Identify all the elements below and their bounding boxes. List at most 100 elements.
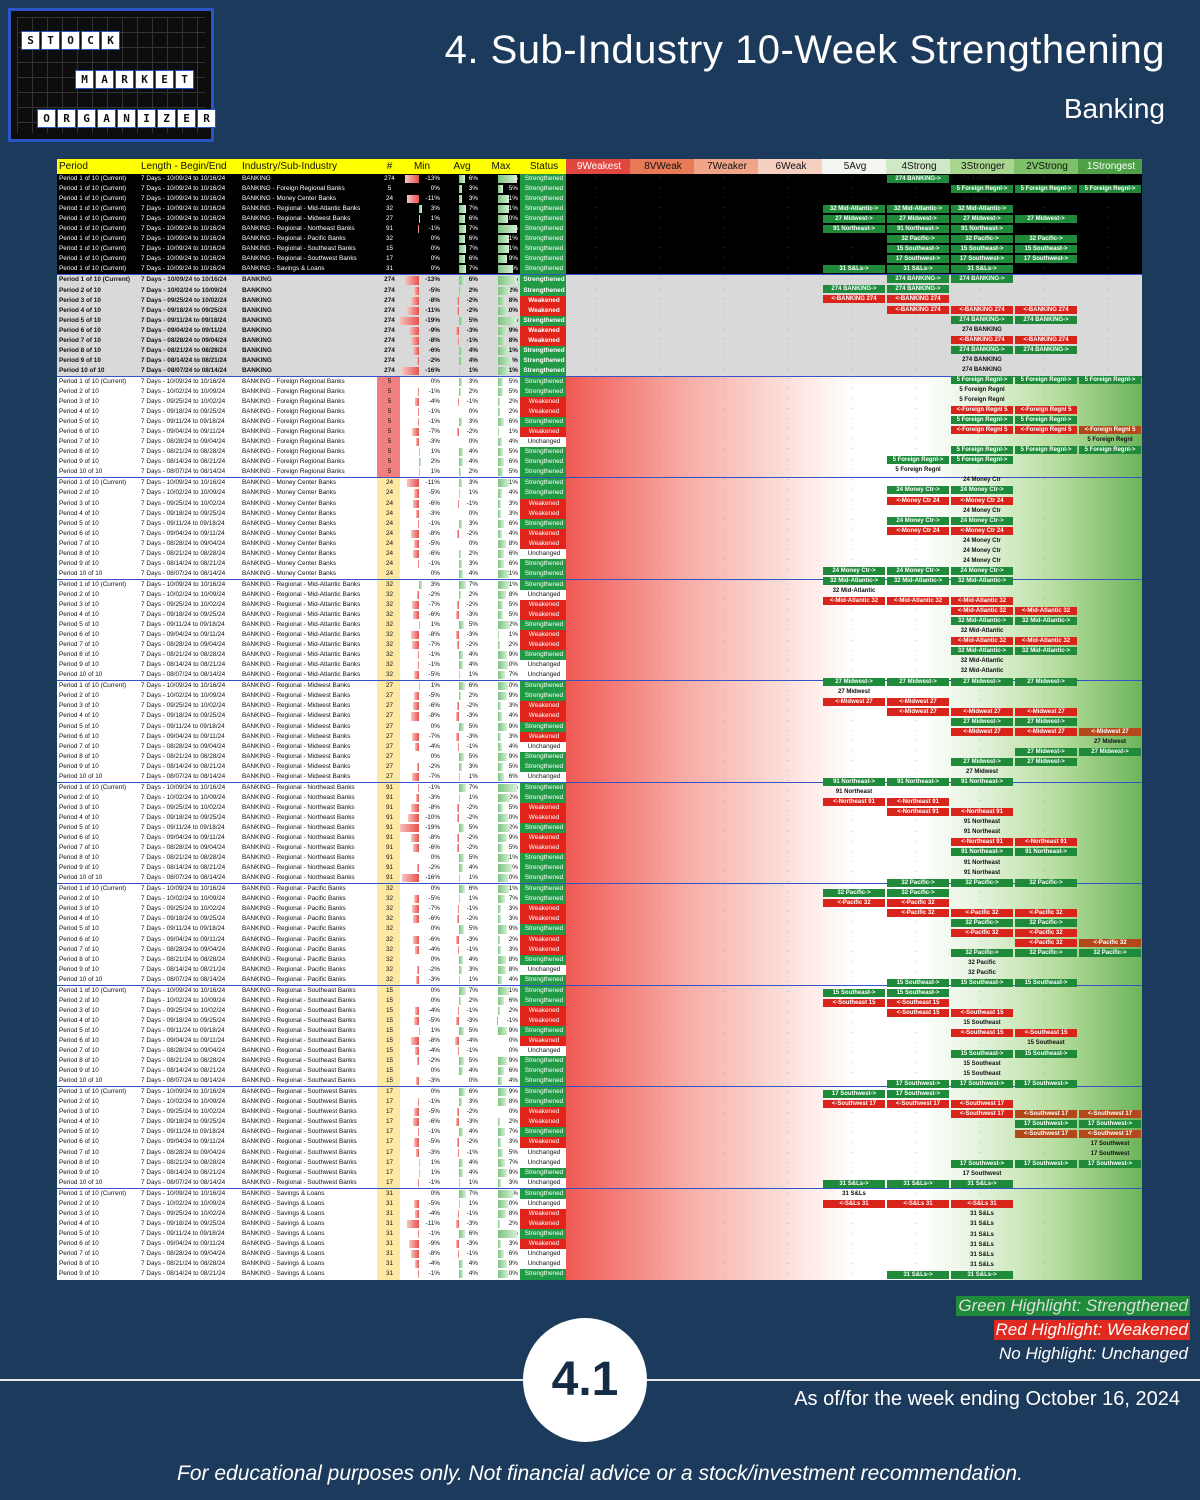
cell-status: Strengthened bbox=[520, 1056, 566, 1067]
bucket-label: <-Mid-Atlantic 32 bbox=[887, 597, 949, 606]
placeholder-dot: . bbox=[596, 234, 598, 241]
bucket-label: 5 Foreign Regnl-> bbox=[951, 456, 1013, 465]
placeholder-dot: . bbox=[916, 716, 918, 723]
cell-avg: -1% bbox=[458, 1249, 478, 1259]
bucket-label: 24 Money Ctr-> bbox=[951, 516, 1013, 525]
placeholder-dot: . bbox=[1044, 586, 1046, 593]
placeholder-dot: . bbox=[724, 1038, 726, 1045]
cell-min: -10% bbox=[400, 813, 442, 823]
cell-period: Period 9 of 10 bbox=[59, 864, 99, 872]
cell-max: 10% bbox=[480, 681, 520, 691]
placeholder-dot: . bbox=[1044, 696, 1046, 703]
databar bbox=[414, 945, 419, 954]
databar bbox=[456, 1239, 460, 1248]
databar bbox=[413, 286, 419, 295]
cell-status: Strengthened bbox=[520, 386, 566, 398]
table-row: Period 1 of 10 (Current) 7 Days - 10/09/2… bbox=[57, 224, 1142, 235]
placeholder-dot: . bbox=[660, 1038, 662, 1045]
table-row: Period 4 of 10 7 Days - 09/18/24 to 09/25… bbox=[57, 1218, 1142, 1229]
placeholder-dot: . bbox=[660, 1078, 662, 1085]
cell-period: Period 9 of 10 bbox=[59, 1168, 99, 1176]
databar bbox=[457, 844, 460, 853]
placeholder-dot: . bbox=[724, 425, 726, 432]
databar bbox=[413, 1108, 419, 1117]
databar bbox=[498, 387, 503, 397]
placeholder-dot: . bbox=[724, 334, 726, 341]
placeholder-dot: . bbox=[788, 1008, 790, 1015]
placeholder-dot: . bbox=[1108, 294, 1110, 301]
cell-count: 32 bbox=[377, 964, 400, 975]
cell-industry: BANKING - Regional - Southwest Banks bbox=[242, 1108, 357, 1116]
cell-avg: 2% bbox=[442, 691, 480, 701]
databar bbox=[456, 1016, 460, 1025]
placeholder-dot: . bbox=[788, 405, 790, 412]
placeholder-dot: . bbox=[660, 465, 662, 472]
cell-length: 7 Days - 10/02/24 to 10/09/24 bbox=[141, 996, 226, 1004]
bucket-label: 91 Northeast bbox=[963, 859, 1001, 866]
cell-min: 0% bbox=[430, 1088, 440, 1096]
databar bbox=[459, 346, 463, 355]
cell-status: Unchanged bbox=[527, 1148, 561, 1156]
placeholder-dot: . bbox=[980, 827, 982, 834]
placeholder-dot: . bbox=[1044, 867, 1046, 874]
placeholder-dot: . bbox=[1044, 1199, 1046, 1206]
databar bbox=[459, 377, 462, 386]
cell-status: Strengthened bbox=[520, 345, 566, 356]
cell-min: 0% bbox=[430, 245, 440, 253]
table-row: Period 3 of 10 7 Days - 09/25/24 to 10/02… bbox=[57, 295, 1142, 306]
placeholder-dot: . bbox=[660, 194, 662, 201]
cell-min: -4% bbox=[400, 1259, 442, 1269]
cell-industry: BANKING - Regional - Northeast Banks bbox=[242, 844, 355, 852]
databar bbox=[459, 772, 461, 781]
placeholder-dot: . bbox=[596, 455, 598, 462]
cell-industry: BANKING - Regional - Northeast Banks bbox=[242, 803, 355, 811]
table-row: Period 1 of 10 (Current) 7 Days - 10/09/2… bbox=[57, 204, 1142, 215]
bucket-label: 27 Midwest bbox=[1093, 738, 1126, 745]
logo-letter: R bbox=[57, 109, 76, 128]
cell-count: 24 bbox=[377, 478, 400, 489]
cell-industry: BANKING - Regional - Southwest Banks bbox=[242, 1148, 357, 1156]
placeholder-dot: . bbox=[724, 787, 726, 794]
cell-avg: -4% bbox=[442, 1036, 480, 1046]
databar bbox=[498, 286, 510, 295]
databar bbox=[498, 1189, 513, 1198]
databar bbox=[498, 1260, 507, 1269]
cell-min: -1% bbox=[400, 1229, 442, 1239]
bucket-label: 32 Mid-Atlantic-> bbox=[1015, 647, 1077, 656]
cell-max: 5% bbox=[480, 762, 520, 772]
placeholder-dot: . bbox=[724, 1199, 726, 1206]
placeholder-dot: . bbox=[788, 234, 790, 241]
table-row: Period 4 of 10 7 Days - 09/18/24 to 09/25… bbox=[57, 914, 1142, 925]
cell-status: Unchanged bbox=[527, 1199, 561, 1207]
cell-status: Strengthened bbox=[520, 751, 566, 762]
table-row: Period 1 of 10 (Current) 7 Days - 10/09/2… bbox=[57, 254, 1142, 265]
cell-avg: -2% bbox=[442, 306, 480, 316]
placeholder-dot: . bbox=[916, 656, 918, 663]
placeholder-dot: . bbox=[1108, 616, 1110, 623]
bucket-label: <-Southwest 17 bbox=[823, 1099, 885, 1108]
placeholder-dot: . bbox=[788, 787, 790, 794]
placeholder-dot: . bbox=[660, 1008, 662, 1015]
table-row: Period 2 of 10 7 Days - 10/02/24 to 10/09… bbox=[57, 488, 1142, 499]
bucket-label: 32 Mid-Atlantic-> bbox=[951, 647, 1013, 656]
cell-min: -1% bbox=[400, 224, 442, 234]
bucket-label: 274 BANKING-> bbox=[887, 174, 949, 183]
databar bbox=[459, 489, 461, 498]
placeholder-dot: . bbox=[1108, 1229, 1110, 1236]
cell-length: 7 Days - 10/09/24 to 10/16/24 bbox=[141, 265, 226, 273]
bucket-label: 15 Southeast-> bbox=[887, 245, 949, 254]
logo-letter: A bbox=[97, 109, 116, 128]
databar bbox=[457, 1138, 460, 1147]
bucket-label: <-Money Ctr 24 bbox=[887, 496, 949, 505]
databar bbox=[416, 762, 419, 771]
databar bbox=[414, 1209, 419, 1218]
placeholder-dot: . bbox=[916, 314, 918, 321]
cell-max: 19% bbox=[480, 783, 520, 793]
placeholder-dot: . bbox=[852, 324, 854, 331]
databar bbox=[498, 1098, 506, 1107]
cell-industry: BANKING - Regional - Pacific Banks bbox=[242, 965, 346, 973]
placeholder-dot: . bbox=[724, 405, 726, 412]
cell-length: 7 Days - 09/25/24 to 10/02/24 bbox=[141, 296, 227, 304]
placeholder-dot: . bbox=[724, 777, 726, 784]
